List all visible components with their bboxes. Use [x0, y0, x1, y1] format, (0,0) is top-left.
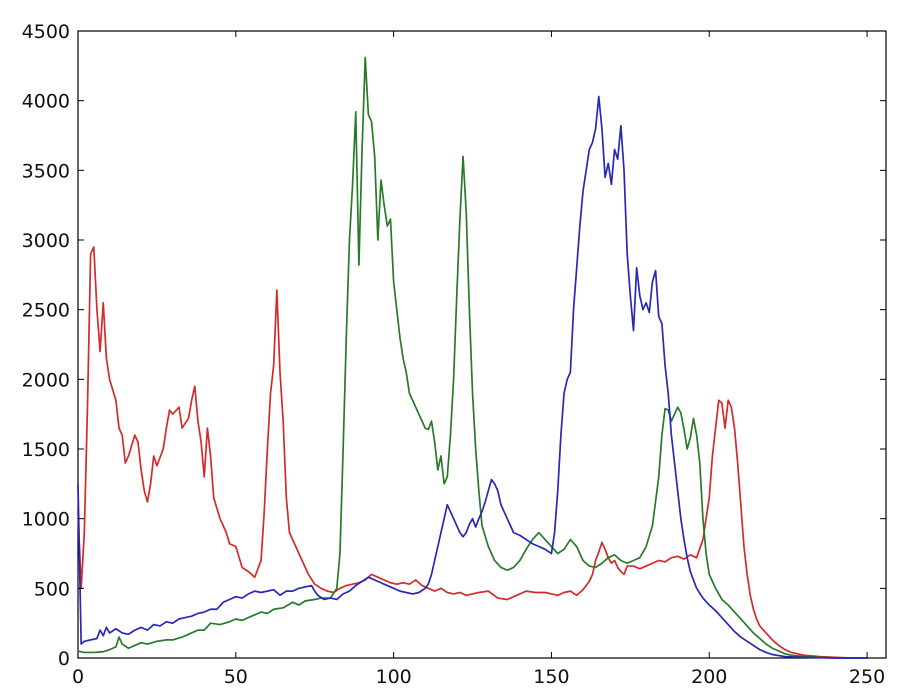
x-tick-label-100: 100	[375, 666, 411, 688]
x-tick-label-200: 200	[691, 666, 727, 688]
series-layer	[77, 56, 868, 659]
y-tick-label-0: 0	[58, 648, 70, 670]
y-tick-label-4000: 4000	[22, 91, 70, 113]
x-tick-label-250: 250	[849, 666, 885, 688]
x-tick-label-50: 50	[224, 666, 248, 688]
y-tick-label-4500: 4500	[22, 21, 70, 43]
y-axis: 0 500 1000 1500 2000 2500 3000 3500 4000 4500	[22, 21, 886, 670]
series-line-2	[77, 56, 868, 659]
y-tick-label-1000: 1000	[22, 509, 70, 531]
x-axis: 0 50 100 150 200 250	[72, 31, 885, 688]
x-tick-label-0: 0	[72, 666, 84, 688]
y-tick-label-2000: 2000	[22, 369, 70, 391]
y-tick-label-500: 500	[34, 578, 70, 600]
plot-frame	[77, 30, 887, 659]
series-line-3	[77, 95, 868, 659]
series-line-1	[77, 246, 868, 659]
x-tick-label-150: 150	[533, 666, 569, 688]
y-tick-label-1500: 1500	[22, 439, 70, 461]
y-tick-label-3500: 3500	[22, 160, 70, 182]
y-tick-label-3000: 3000	[22, 230, 70, 252]
y-tick-label-2500: 2500	[22, 300, 70, 322]
